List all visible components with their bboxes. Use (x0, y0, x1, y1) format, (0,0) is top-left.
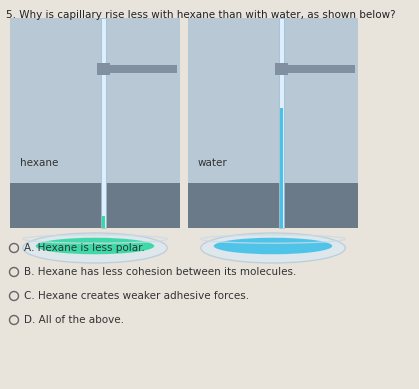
Bar (279, 18, 284, 228)
Bar (288, 65, 354, 73)
Ellipse shape (201, 233, 345, 263)
Text: C. Hexane creates weaker adhesive forces.: C. Hexane creates weaker adhesive forces… (24, 291, 249, 301)
Bar (101, 18, 106, 228)
Bar (275, 63, 288, 75)
Text: water: water (198, 158, 228, 168)
Text: A. Hexane is less polar.: A. Hexane is less polar. (24, 243, 145, 253)
Bar (110, 65, 176, 73)
Bar (10, 183, 180, 228)
Text: hexane: hexane (20, 158, 58, 168)
Text: B. Hexane has less cohesion between its molecules.: B. Hexane has less cohesion between its … (24, 267, 296, 277)
Ellipse shape (214, 238, 332, 254)
Text: D. All of the above.: D. All of the above. (24, 315, 124, 325)
Bar (97, 63, 110, 75)
Ellipse shape (36, 238, 154, 254)
Ellipse shape (23, 233, 167, 263)
Bar (102, 216, 105, 228)
Bar (280, 108, 283, 228)
Bar (10, 18, 180, 183)
Text: 5. Why is capillary rise less with hexane than with water, as shown below?: 5. Why is capillary rise less with hexan… (6, 10, 396, 20)
Bar (188, 183, 358, 228)
Bar (188, 18, 358, 183)
